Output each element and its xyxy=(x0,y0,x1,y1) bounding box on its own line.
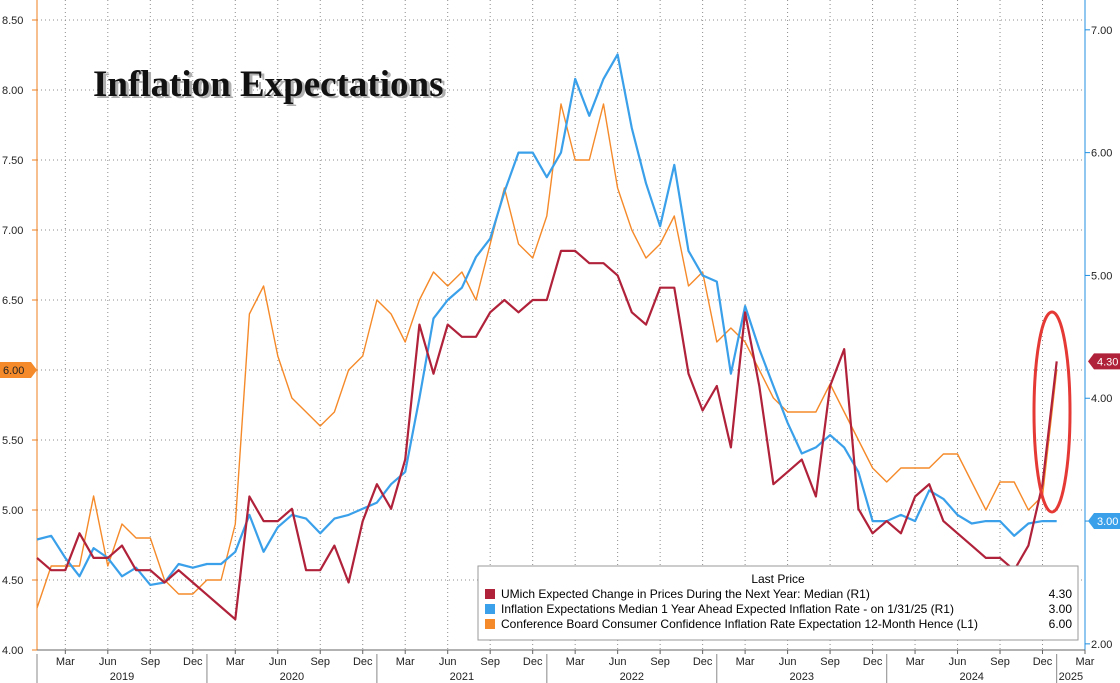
ny-fed-last-price-badge: 3.00 xyxy=(1088,513,1120,530)
year-label: 2019 xyxy=(110,671,134,683)
x-tick-label: Dec xyxy=(523,656,543,668)
x-axis: Mar Jun Sep Dec Mar Jun Sep Dec Mar Jun Sep Dec Mar J… xyxy=(36,649,1095,683)
chart-title-shadow: Inflation Expectations xyxy=(96,66,447,107)
grid-lines xyxy=(37,0,1086,651)
x-tick-label: Jun xyxy=(439,656,457,668)
x-tick-label: Dec xyxy=(863,656,883,668)
chart-title: Inflation Expectations xyxy=(93,64,444,105)
x-tick-label: Sep xyxy=(480,656,500,668)
x-tick-label: Sep xyxy=(820,656,840,668)
legend-swatch xyxy=(485,619,495,629)
highlight-ellipse xyxy=(1032,310,1072,514)
legend-swatch xyxy=(485,589,495,599)
x-tick-label: Mar xyxy=(226,656,245,668)
badge-label: 6.00 xyxy=(3,365,24,377)
x-tick-label: Mar xyxy=(566,656,585,668)
x-tick-label: Sep xyxy=(310,656,330,668)
legend-swatch xyxy=(485,604,495,614)
badge-label: 4.30 xyxy=(1097,356,1118,368)
left-tick-label: 4.50 xyxy=(2,575,23,587)
x-tick-label: Mar xyxy=(906,656,925,668)
left-tick-label: 5.50 xyxy=(2,435,23,447)
year-label: 2024 xyxy=(959,671,983,683)
year-label: 2022 xyxy=(620,671,644,683)
legend-last-price: 4.30 xyxy=(1049,587,1073,601)
legend-header: Last Price xyxy=(751,572,805,586)
x-tick-label: Jun xyxy=(779,656,797,668)
badge-shape xyxy=(1088,353,1120,370)
x-tick-label: Jun xyxy=(609,656,627,668)
right-tick-label: 4.00 xyxy=(1091,393,1112,405)
x-tick-label: Mar xyxy=(1076,656,1095,668)
left-tick-label: 7.00 xyxy=(2,225,23,237)
year-label: 2020 xyxy=(280,671,304,683)
legend: Last Price UMich Expected Change in Pric… xyxy=(477,565,1079,641)
x-tick-label: Mar xyxy=(396,656,415,668)
x-tick-label: Jun xyxy=(949,656,967,668)
year-label: 2021 xyxy=(450,671,474,683)
series-line xyxy=(36,103,1058,609)
legend-last-price: 6.00 xyxy=(1049,617,1073,631)
x-tick-label: Sep xyxy=(650,656,670,668)
badge-shape xyxy=(1088,513,1120,530)
badge-label: 3.00 xyxy=(1097,516,1118,528)
x-tick-label: Jun xyxy=(99,656,117,668)
series-line xyxy=(36,53,1057,587)
legend-last-price: 3.00 xyxy=(1049,602,1073,616)
x-tick-label: Dec xyxy=(353,656,373,668)
x-tick-label: Dec xyxy=(183,656,203,668)
left-tick-label: 7.50 xyxy=(2,155,23,167)
left-y-axis: 4.00 4.50 5.00 5.50 6.00 6.50 7.00 7.50 8.00 8.50 xyxy=(2,0,38,657)
x-tick-label: Sep xyxy=(990,656,1010,668)
right-tick-label: 6.00 xyxy=(1091,148,1112,160)
year-label: 2025 xyxy=(1059,671,1083,683)
right-tick-label: 2.00 xyxy=(1091,639,1112,651)
right-y-axis: 2.003.004.005.006.007.00 xyxy=(1084,0,1112,651)
left-tick-label: 5.00 xyxy=(2,505,23,517)
conference-board-last-price-badge: 6.00 xyxy=(0,362,37,378)
x-tick-label: Sep xyxy=(141,656,161,668)
x-tick-label: Dec xyxy=(1033,656,1053,668)
x-tick-label: Jun xyxy=(269,656,287,668)
right-tick-label: 5.00 xyxy=(1091,270,1112,282)
right-tick-label: 7.00 xyxy=(1091,25,1112,37)
x-tick-label: Dec xyxy=(693,656,713,668)
badge-shape xyxy=(0,362,37,378)
legend-series-name: Conference Board Consumer Confidence Inf… xyxy=(501,617,978,631)
legend-series-name: Inflation Expectations Median 1 Year Ahe… xyxy=(501,602,954,616)
x-tick-label: Mar xyxy=(736,656,755,668)
left-tick-label: 6.50 xyxy=(2,295,23,307)
series-line xyxy=(36,249,1058,621)
series-lines xyxy=(36,53,1058,621)
year-label: 2023 xyxy=(790,671,814,683)
umich-last-price-badge: 4.30 xyxy=(1088,353,1120,370)
left-tick-label: 8.50 xyxy=(2,15,23,27)
legend-box xyxy=(477,565,1079,641)
x-tick-label: Mar xyxy=(56,656,75,668)
last-price-badges: 4.30 3.00 6.00 xyxy=(0,353,1120,530)
left-tick-label: 8.00 xyxy=(2,85,23,97)
left-tick-label: 4.00 xyxy=(2,645,23,657)
legend-series-name: UMich Expected Change in Prices During t… xyxy=(501,587,870,601)
